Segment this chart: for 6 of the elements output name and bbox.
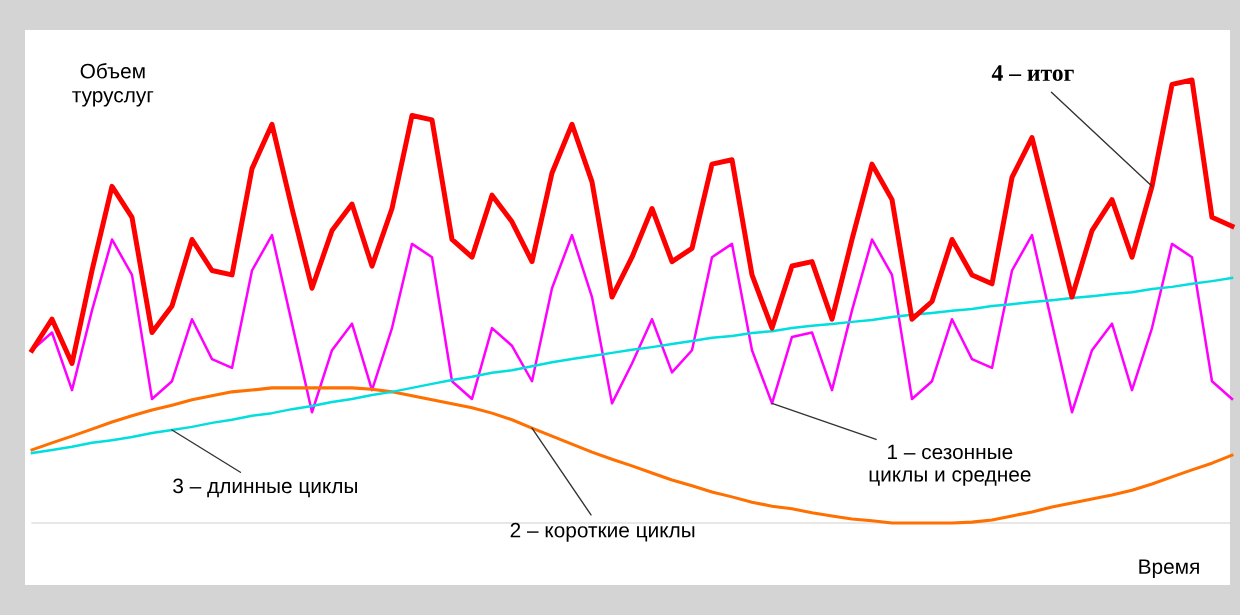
y-axis-title: Объем туруслуг (72, 63, 154, 107)
text: 3 – длинные циклы (173, 478, 357, 498)
text: 4 – итог (991, 65, 1074, 81)
series-label: 2 – короткие циклы (510, 522, 695, 542)
x-axis-title: Время (1139, 559, 1199, 579)
text: 1 – сезонные циклы и среднее (869, 444, 1031, 486)
